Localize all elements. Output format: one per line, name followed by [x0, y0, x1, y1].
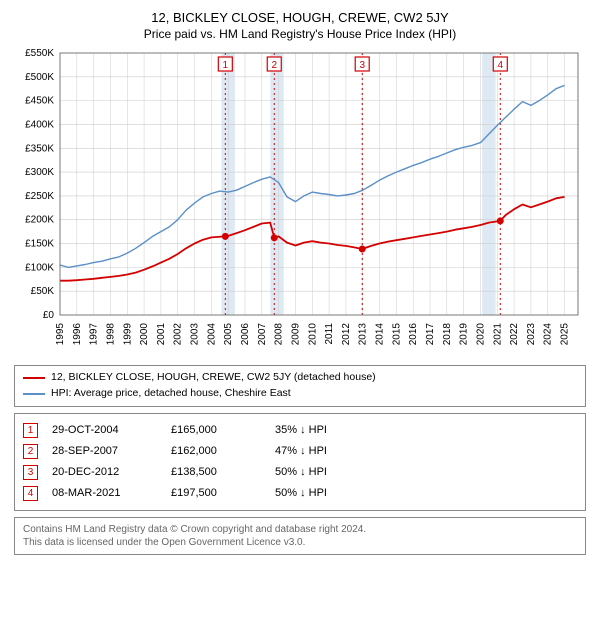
svg-text:£500K: £500K: [25, 72, 54, 83]
svg-text:£550K: £550K: [25, 48, 54, 59]
svg-text:£400K: £400K: [25, 119, 54, 130]
svg-text:£200K: £200K: [25, 215, 54, 226]
svg-text:£150K: £150K: [25, 239, 54, 250]
svg-text:2016: 2016: [408, 323, 419, 346]
svg-text:2009: 2009: [290, 323, 301, 346]
transaction-hpi: 50% ↓ HPI: [275, 466, 327, 478]
footer-line2: This data is licensed under the Open Gov…: [23, 536, 577, 549]
svg-text:2005: 2005: [223, 323, 234, 346]
transaction-date: 29-OCT-2004: [52, 424, 157, 436]
transaction-price: £165,000: [171, 424, 261, 436]
svg-text:1999: 1999: [122, 323, 133, 346]
svg-text:£350K: £350K: [25, 143, 54, 154]
legend-label: HPI: Average price, detached house, Ches…: [51, 386, 291, 402]
svg-text:2004: 2004: [206, 323, 217, 346]
legend-item: 12, BICKLEY CLOSE, HOUGH, CREWE, CW2 5JY…: [23, 370, 577, 386]
svg-text:2012: 2012: [341, 323, 352, 346]
transaction-row: 1 29-OCT-2004 £165,000 35% ↓ HPI: [23, 420, 577, 441]
transaction-marker: 4: [23, 486, 38, 501]
transaction-date: 28-SEP-2007: [52, 445, 157, 457]
transaction-marker: 2: [23, 444, 38, 459]
svg-text:2006: 2006: [240, 323, 251, 346]
svg-text:1996: 1996: [72, 323, 83, 346]
svg-text:2014: 2014: [375, 323, 386, 346]
title-main: 12, BICKLEY CLOSE, HOUGH, CREWE, CW2 5JY: [12, 10, 588, 25]
transaction-hpi: 47% ↓ HPI: [275, 445, 327, 457]
svg-text:2015: 2015: [391, 323, 402, 346]
svg-text:2011: 2011: [324, 323, 335, 345]
svg-text:2013: 2013: [358, 323, 369, 346]
svg-text:1995: 1995: [55, 323, 66, 346]
footer-line1: Contains HM Land Registry data © Crown c…: [23, 523, 577, 536]
transaction-row: 3 20-DEC-2012 £138,500 50% ↓ HPI: [23, 462, 577, 483]
transaction-price: £197,500: [171, 487, 261, 499]
transaction-hpi: 35% ↓ HPI: [275, 424, 327, 436]
title-sub: Price paid vs. HM Land Registry's House …: [12, 27, 588, 41]
svg-text:2019: 2019: [459, 323, 470, 346]
svg-text:2018: 2018: [442, 323, 453, 346]
svg-text:£0: £0: [43, 310, 55, 321]
svg-text:2008: 2008: [274, 323, 285, 346]
chart-area: £0 £50K £100K £150K £200K £250K £300K £350K £400…: [12, 47, 588, 357]
svg-text:1997: 1997: [89, 323, 100, 346]
legend: 12, BICKLEY CLOSE, HOUGH, CREWE, CW2 5JY…: [14, 365, 586, 407]
svg-text:2024: 2024: [543, 323, 554, 346]
transaction-marker: 3: [23, 465, 38, 480]
svg-text:£300K: £300K: [25, 167, 54, 178]
svg-text:£50K: £50K: [31, 286, 55, 297]
svg-text:£450K: £450K: [25, 96, 54, 107]
line-chart-svg: £0 £50K £100K £150K £200K £250K £300K £350K £400…: [12, 47, 588, 357]
svg-text:2: 2: [271, 60, 277, 71]
svg-text:4: 4: [498, 60, 504, 71]
titles: 12, BICKLEY CLOSE, HOUGH, CREWE, CW2 5JY…: [12, 10, 588, 41]
svg-text:3: 3: [359, 60, 365, 71]
svg-text:1: 1: [223, 60, 229, 71]
legend-swatch: [23, 377, 45, 379]
transactions-table: 1 29-OCT-2004 £165,000 35% ↓ HPI 2 28-SEP-200…: [14, 413, 586, 511]
svg-text:£250K: £250K: [25, 191, 54, 202]
legend-swatch: [23, 393, 45, 395]
svg-text:2025: 2025: [560, 323, 571, 346]
svg-text:2010: 2010: [307, 323, 318, 346]
transaction-date: 08-MAR-2021: [52, 487, 157, 499]
svg-text:2017: 2017: [425, 323, 436, 346]
svg-text:2021: 2021: [492, 323, 503, 346]
transaction-row: 4 08-MAR-2021 £197,500 50% ↓ HPI: [23, 483, 577, 504]
legend-item: HPI: Average price, detached house, Ches…: [23, 386, 577, 402]
transaction-row: 2 28-SEP-2007 £162,000 47% ↓ HPI: [23, 441, 577, 462]
transaction-date: 20-DEC-2012: [52, 466, 157, 478]
svg-text:2003: 2003: [190, 323, 201, 346]
svg-text:1998: 1998: [105, 323, 116, 346]
svg-text:£100K: £100K: [25, 262, 54, 273]
svg-text:2020: 2020: [475, 323, 486, 346]
transaction-price: £162,000: [171, 445, 261, 457]
transaction-hpi: 50% ↓ HPI: [275, 487, 327, 499]
svg-text:2001: 2001: [156, 323, 167, 346]
svg-text:2002: 2002: [173, 323, 184, 346]
svg-text:2000: 2000: [139, 323, 150, 346]
svg-text:2023: 2023: [526, 323, 537, 346]
svg-text:2022: 2022: [509, 323, 520, 346]
svg-text:2007: 2007: [257, 323, 268, 346]
transaction-marker: 1: [23, 423, 38, 438]
legend-label: 12, BICKLEY CLOSE, HOUGH, CREWE, CW2 5JY…: [51, 370, 376, 386]
transaction-price: £138,500: [171, 466, 261, 478]
chart-container: 12, BICKLEY CLOSE, HOUGH, CREWE, CW2 5JY…: [0, 0, 600, 620]
footer-attribution: Contains HM Land Registry data © Crown c…: [14, 517, 586, 555]
